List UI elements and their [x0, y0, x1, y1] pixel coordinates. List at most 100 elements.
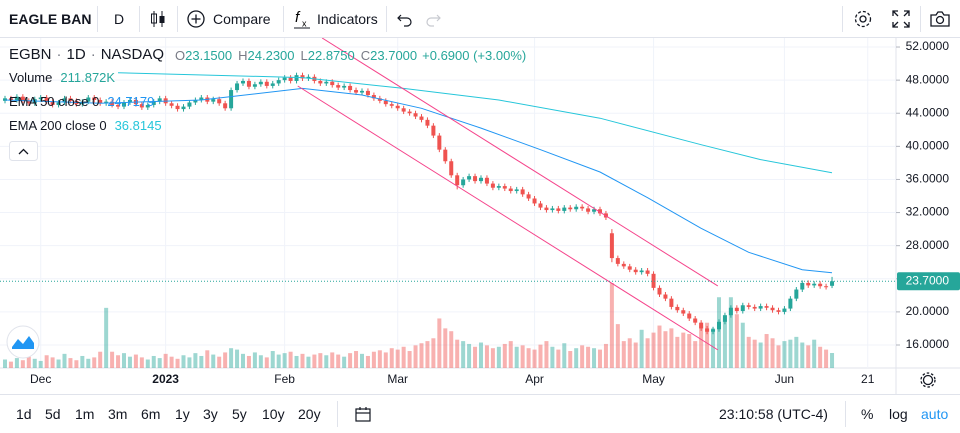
volume-bar	[395, 349, 400, 368]
candle-body	[365, 90, 370, 96]
auto-toggle[interactable]: auto	[921, 406, 949, 422]
indicators-button[interactable]: Indicators	[317, 10, 378, 27]
candle-body	[336, 85, 341, 88]
range-button[interactable]: 5y	[232, 406, 247, 422]
candle-body	[389, 104, 394, 106]
ohlc-value: 23.1500	[185, 48, 232, 63]
symbol-search[interactable]: EAGLE BAN	[9, 10, 92, 27]
candle-body	[473, 176, 478, 182]
volume-bar	[336, 354, 341, 368]
volume-bar	[592, 348, 597, 368]
indicator-value: 211.872K	[60, 70, 115, 85]
volume-bar	[806, 345, 811, 368]
volume-bar	[413, 345, 418, 368]
candle-body	[484, 177, 489, 184]
volume-bar	[354, 351, 359, 368]
range-button[interactable]: 3m	[108, 406, 128, 422]
volume-bar	[782, 341, 787, 368]
separator	[386, 6, 387, 32]
separator	[283, 6, 284, 32]
compare-icon[interactable]	[186, 9, 206, 29]
volume-bar	[473, 346, 478, 368]
candle-body	[675, 306, 680, 311]
range-button[interactable]: 1m	[75, 406, 95, 422]
volume-bar	[788, 339, 793, 368]
date-range-button[interactable]	[354, 405, 372, 423]
candle-body	[800, 282, 805, 290]
volume-bar	[449, 331, 454, 368]
volume-bar	[139, 357, 144, 368]
axes: 16.000020.000024.000028.000032.000036.00…	[30, 39, 960, 386]
volume-bar	[252, 352, 257, 368]
volume-bar	[621, 341, 626, 368]
volume-bar	[157, 358, 162, 368]
svg-text:x: x	[302, 18, 307, 28]
volume-bar	[312, 354, 317, 368]
candle-body	[181, 106, 186, 110]
volume-bar	[770, 338, 775, 368]
candle-body	[300, 75, 305, 79]
candle-body	[169, 103, 174, 106]
undo-button[interactable]	[396, 10, 414, 28]
settings-button[interactable]	[852, 8, 874, 30]
chart-style-button[interactable]	[148, 9, 168, 29]
candle-body	[461, 179, 466, 186]
volume-bar	[371, 351, 376, 368]
volume-bar	[187, 357, 192, 368]
candle-body	[246, 80, 251, 87]
redo-button[interactable]	[424, 10, 442, 28]
collapse-legend-button[interactable]	[9, 141, 38, 161]
volume-bar	[359, 353, 364, 368]
fullscreen-button[interactable]	[891, 9, 911, 29]
candle-body	[401, 108, 406, 112]
indicator-value: 36.8145	[115, 118, 162, 133]
range-button[interactable]: 1y	[175, 406, 190, 422]
volume-bar	[800, 342, 805, 368]
volume-bar	[121, 353, 126, 368]
candle-body	[217, 99, 222, 104]
volume-bar	[532, 349, 537, 368]
interval-button[interactable]: D	[114, 10, 125, 27]
range-button[interactable]: 3y	[203, 406, 218, 422]
candle-body	[139, 104, 144, 108]
range-button[interactable]: 20y	[298, 406, 321, 422]
volume-bar	[401, 346, 406, 368]
range-button[interactable]: 10y	[262, 406, 285, 422]
volume-bar	[62, 353, 67, 368]
y-tick-label: 16.0000	[906, 337, 950, 351]
time-axis-settings[interactable]	[920, 372, 936, 388]
volume-bar	[68, 358, 73, 368]
range-button[interactable]: 1d	[16, 406, 32, 422]
candle-body	[526, 194, 531, 199]
volume-bar	[181, 355, 186, 368]
volume-bar	[26, 356, 31, 368]
range-button[interactable]: 5d	[45, 406, 61, 422]
volume-bar	[38, 360, 43, 368]
volume-bar	[758, 342, 763, 368]
candle-body	[752, 306, 757, 309]
volume-bar	[455, 339, 460, 368]
x-tick-label: Jun	[775, 372, 794, 386]
percent-toggle[interactable]: %	[861, 406, 874, 422]
candle-body	[651, 273, 656, 288]
candle-body	[728, 307, 733, 316]
compare-button[interactable]: Compare	[213, 10, 271, 27]
candle-body	[342, 85, 347, 88]
candle-body	[306, 76, 311, 79]
screenshot-button[interactable]	[929, 9, 951, 29]
volume-bar	[306, 356, 311, 368]
volume-bar	[330, 352, 335, 368]
volume-bar	[205, 350, 210, 368]
log-toggle[interactable]: log	[889, 406, 908, 422]
candle-body	[580, 206, 585, 209]
volume-bar	[514, 346, 519, 368]
volume-bar	[496, 346, 501, 368]
volume-bar	[746, 336, 751, 368]
range-button[interactable]: 6m	[141, 406, 161, 422]
candle-body	[282, 77, 287, 81]
indicator-name: EMA 200 close 0	[9, 118, 107, 133]
candle-body	[235, 83, 240, 91]
volume-bar	[235, 349, 240, 368]
candle-body	[639, 270, 644, 273]
